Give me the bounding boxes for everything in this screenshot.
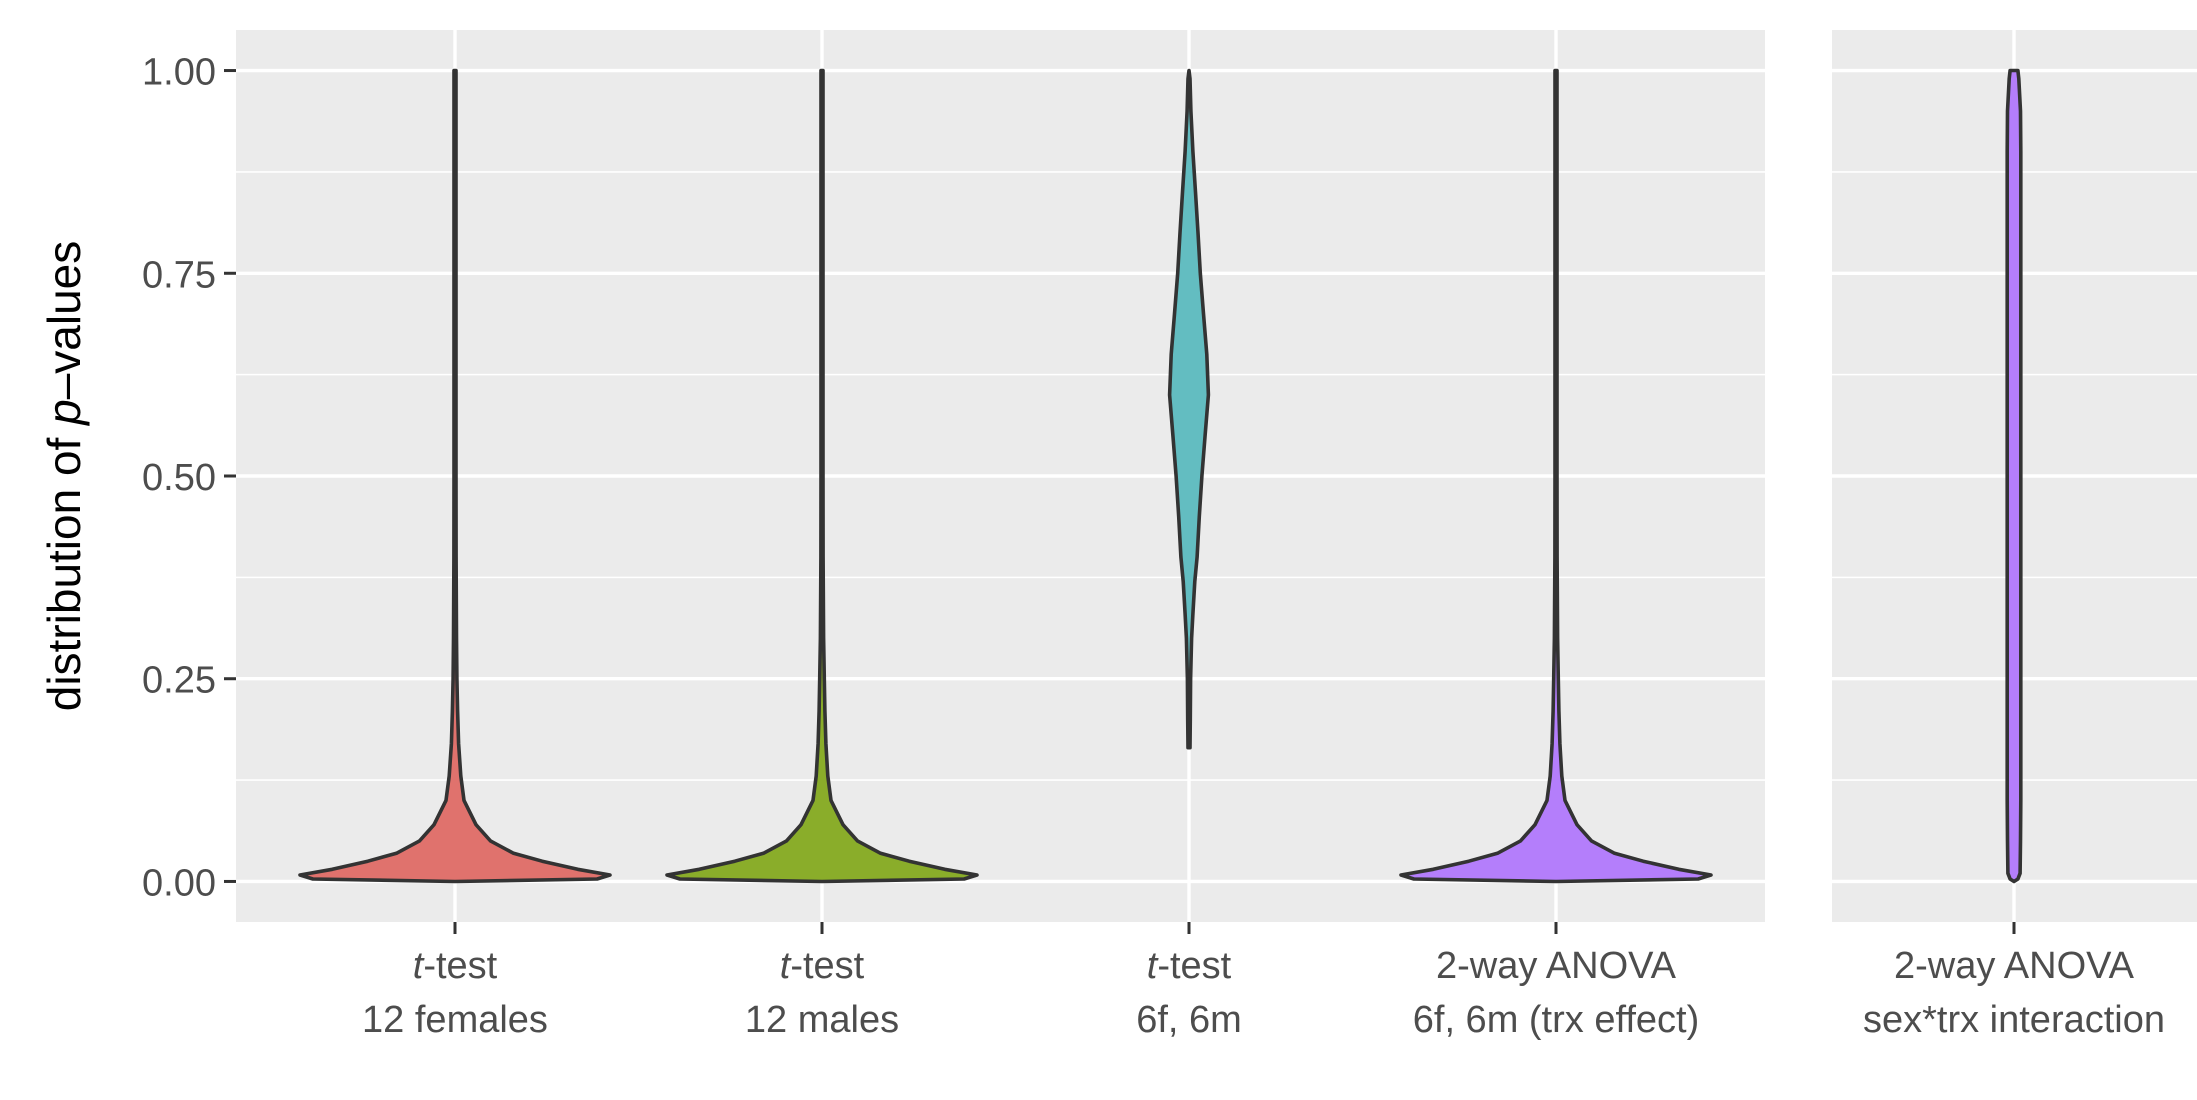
y-tick-label: 0.75 — [142, 254, 216, 296]
x-label-rest: -test — [790, 945, 864, 987]
x-tick-label-line2-t-test-12-females: 12 females — [362, 999, 548, 1041]
x-tick-label-line1-2-way-anova-interaction: 2-way ANOVA — [1894, 945, 2135, 987]
x-tick-label-line1-t-test-12-males: t-test — [780, 945, 865, 987]
x-label-rest: -test — [1157, 945, 1231, 987]
x-tick-label-line1-t-test-6f-6m: t-test — [1147, 945, 1232, 987]
x-tick-label-line1-2-way-anova-trx-effect: 2-way ANOVA — [1436, 945, 1677, 987]
violin-t-test-12-males — [665, 68, 979, 884]
y-axis-title-italic: p — [38, 399, 90, 427]
violin-t-test-6f-6m — [1167, 68, 1211, 750]
x-tick-label-line2-2-way-anova-trx-effect: 6f, 6m (trx effect) — [1413, 999, 1699, 1041]
violin-2-way-anova-interaction — [2005, 68, 2023, 884]
x-tick-label-line2-t-test-12-males: 12 males — [745, 999, 899, 1041]
y-axis-title: distribution of p–values — [38, 241, 90, 712]
y-tick-label: 0.00 — [142, 862, 216, 904]
y-tick-label: 0.25 — [142, 660, 216, 702]
x-tick-label-line1-t-test-12-females: t-test — [413, 945, 498, 987]
x-tick-label-line2-t-test-6f-6m: 6f, 6m — [1136, 999, 1242, 1041]
y-tick-label: 0.50 — [142, 457, 216, 499]
x-label-rest: -test — [423, 945, 497, 987]
y-axis-title-prefix: distribution of — [38, 425, 90, 711]
violin-t-test-12-females — [298, 68, 612, 884]
x-label-italic: t — [413, 945, 425, 987]
violin-2-way-anova-trx-effect — [1399, 68, 1713, 884]
y-tick-label: 1.00 — [142, 52, 216, 94]
x-tick-label-line2-2-way-anova-interaction: sex*trx interaction — [1863, 999, 2165, 1041]
x-label-italic: t — [1147, 945, 1159, 987]
y-axis-title-suffix: –values — [38, 241, 90, 400]
x-label-italic: t — [780, 945, 792, 987]
